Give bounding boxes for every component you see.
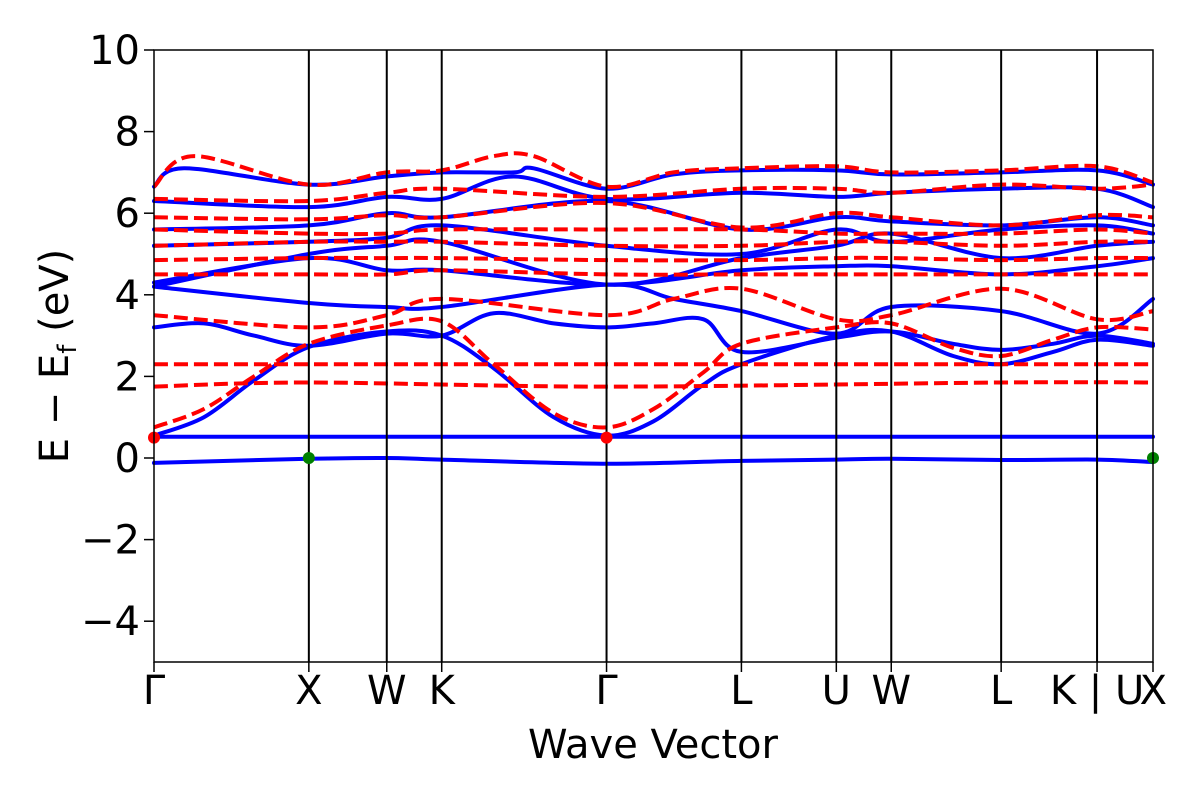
x-tick-label-1: X (295, 668, 322, 714)
kpath-vertical-lines (307, 50, 1099, 662)
y-axis-ticks: −4 −2 0 2 4 6 8 10 (81, 28, 154, 645)
cbm-marker-1 (600, 431, 613, 444)
solid-band-line-0 (152, 455, 1155, 466)
y-tick-label-7: 10 (89, 28, 140, 74)
x-tick-label-0: Γ (143, 668, 166, 714)
plot-frame (153, 49, 1154, 663)
y-tick-label-0: −4 (81, 599, 140, 645)
y-axis-title: E − Ef (eV) (32, 249, 83, 464)
x-tick-label-3: K (429, 668, 457, 714)
extrema-markers (148, 431, 1159, 464)
y-axis-title-subscript: f (53, 344, 83, 354)
y-tick-label-1: −2 (81, 518, 140, 564)
y-axis-title-unit: (eV) (32, 249, 78, 345)
vbm-marker-0 (302, 452, 315, 464)
x-tick-label-5: L (730, 668, 753, 714)
x-tick-label-7: W (871, 668, 911, 714)
y-tick-label-6: 8 (115, 110, 140, 156)
dashed-band-line-13 (153, 316, 1154, 430)
dashed-band-line-19 (153, 200, 1154, 230)
x-tick-label-4: Γ (595, 668, 618, 714)
y-tick-label-5: 6 (115, 191, 140, 237)
y-tick-label-4: 4 (115, 273, 140, 319)
solid-band-line-4 (152, 282, 1155, 336)
x-tick-label-8: L (990, 668, 1013, 714)
x-axis-title: Wave Vector (528, 722, 779, 768)
solid-band-line-8 (152, 198, 1155, 232)
dashed-band-line-21 (152, 151, 1154, 190)
x-tick-label-9: K | U (1050, 668, 1144, 714)
y-tick-label-3: 2 (115, 354, 140, 400)
x-tick-label-2: W (367, 668, 407, 714)
x-tick-label-10: X (1140, 668, 1167, 714)
y-tick-label-2: 0 (115, 436, 140, 482)
y-axis-title-main: E − E (32, 354, 78, 464)
x-tick-label-6: U (822, 668, 851, 714)
